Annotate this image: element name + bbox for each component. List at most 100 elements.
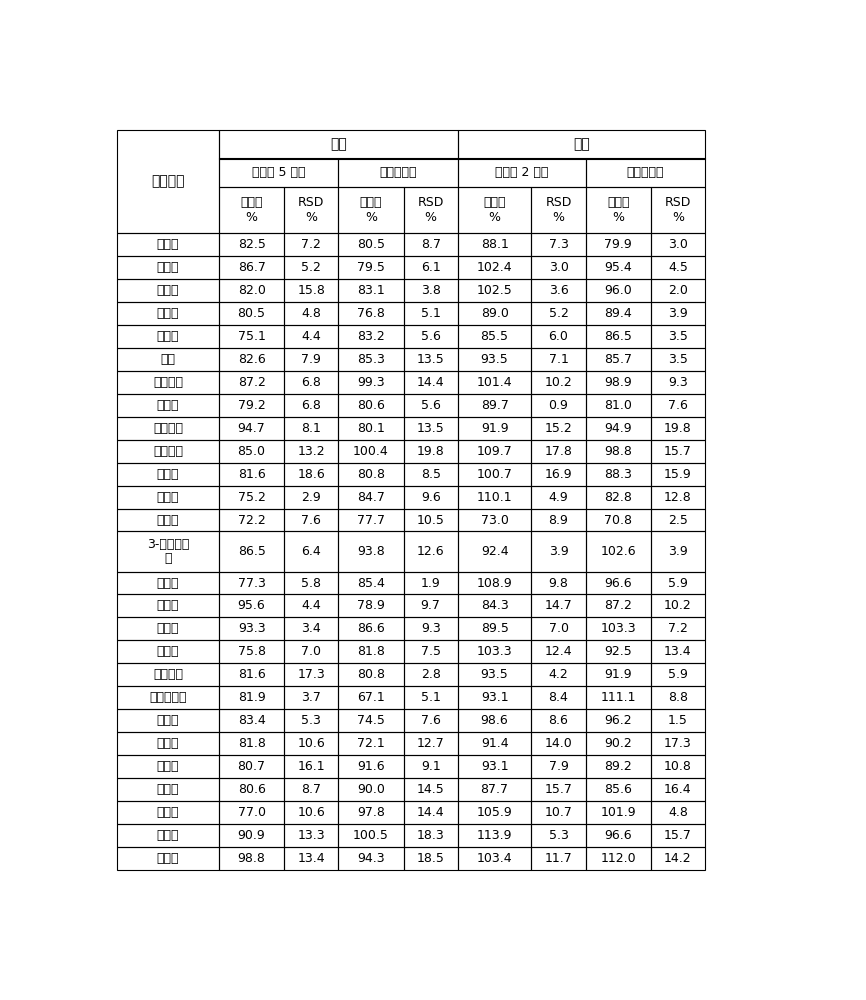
- Bar: [284, 732, 339, 755]
- Bar: [219, 594, 284, 617]
- Bar: [284, 686, 339, 709]
- Text: 10.6: 10.6: [297, 737, 325, 750]
- Text: 80.6: 80.6: [357, 399, 385, 412]
- Text: 15.7: 15.7: [664, 829, 692, 842]
- Text: 吧虫啊: 吧虫啊: [157, 399, 179, 412]
- Bar: [284, 302, 339, 325]
- Bar: [219, 158, 339, 187]
- Text: 109.7: 109.7: [476, 445, 513, 458]
- Bar: [650, 256, 705, 279]
- Bar: [650, 325, 705, 348]
- Text: 77.7: 77.7: [357, 514, 385, 527]
- Text: 103.4: 103.4: [477, 852, 513, 865]
- Bar: [585, 187, 650, 233]
- Bar: [284, 394, 339, 417]
- Bar: [532, 755, 585, 778]
- Text: 96.2: 96.2: [604, 714, 632, 727]
- Bar: [284, 709, 339, 732]
- Text: 回收率
%: 回收率 %: [359, 196, 382, 224]
- Bar: [339, 325, 404, 348]
- Text: 3.9: 3.9: [668, 545, 688, 558]
- Text: 灭幼脲: 灭幼脲: [157, 577, 179, 590]
- Text: 2.0: 2.0: [668, 284, 688, 297]
- Text: 3.9: 3.9: [668, 307, 688, 320]
- Text: 92.4: 92.4: [481, 545, 508, 558]
- Text: 5.1: 5.1: [421, 307, 441, 320]
- Bar: [117, 755, 219, 778]
- Text: 氯吧脲: 氯吧脲: [157, 737, 179, 750]
- Text: 103.3: 103.3: [477, 645, 513, 658]
- Text: 2.9: 2.9: [301, 491, 321, 504]
- Text: 83.2: 83.2: [357, 330, 385, 343]
- Text: 85.3: 85.3: [357, 353, 385, 366]
- Text: 8.7: 8.7: [301, 783, 321, 796]
- Text: 91.6: 91.6: [357, 760, 385, 773]
- Text: 0.9: 0.9: [548, 399, 568, 412]
- Text: 75.2: 75.2: [237, 491, 266, 504]
- Text: 90.2: 90.2: [604, 737, 632, 750]
- Text: 甲萍威: 甲萍威: [157, 284, 179, 297]
- Bar: [117, 663, 219, 686]
- Bar: [219, 709, 284, 732]
- Text: 14.4: 14.4: [417, 376, 444, 389]
- Bar: [458, 824, 532, 847]
- Text: 12.6: 12.6: [417, 545, 444, 558]
- Bar: [458, 847, 532, 870]
- Text: 12.4: 12.4: [545, 645, 572, 658]
- Text: 5.9: 5.9: [668, 668, 688, 681]
- Bar: [585, 732, 650, 755]
- Text: 15.2: 15.2: [545, 422, 572, 435]
- Text: 87.2: 87.2: [237, 376, 266, 389]
- Text: 17.3: 17.3: [297, 668, 325, 681]
- Text: 80.5: 80.5: [357, 238, 385, 251]
- Text: 威: 威: [165, 552, 171, 565]
- Text: RSD
%: RSD %: [417, 196, 444, 224]
- Text: 3.7: 3.7: [301, 691, 321, 704]
- Text: 83.1: 83.1: [357, 284, 385, 297]
- Text: 13.4: 13.4: [298, 852, 325, 865]
- Text: 8.9: 8.9: [548, 514, 568, 527]
- Bar: [284, 233, 339, 256]
- Bar: [585, 440, 650, 463]
- Text: 番茄: 番茄: [573, 137, 590, 151]
- Bar: [650, 847, 705, 870]
- Text: 12.7: 12.7: [417, 737, 444, 750]
- Bar: [339, 371, 404, 394]
- Text: 98.9: 98.9: [604, 376, 632, 389]
- Bar: [339, 663, 404, 686]
- Bar: [404, 801, 458, 824]
- Bar: [284, 531, 339, 572]
- Bar: [339, 617, 404, 640]
- Text: 8.8: 8.8: [668, 691, 688, 704]
- Text: 14.0: 14.0: [545, 737, 572, 750]
- Bar: [532, 486, 585, 509]
- Text: 15.7: 15.7: [664, 445, 692, 458]
- Bar: [339, 847, 404, 870]
- Bar: [650, 486, 705, 509]
- Text: 95.6: 95.6: [238, 599, 266, 612]
- Bar: [284, 778, 339, 801]
- Bar: [458, 279, 532, 302]
- Bar: [532, 572, 585, 594]
- Bar: [458, 640, 532, 663]
- Bar: [404, 824, 458, 847]
- Bar: [532, 509, 585, 531]
- Bar: [219, 233, 284, 256]
- Bar: [219, 486, 284, 509]
- Bar: [404, 847, 458, 870]
- Bar: [219, 509, 284, 531]
- Bar: [404, 256, 458, 279]
- Bar: [339, 302, 404, 325]
- Text: 倍硫灸: 倍硫灸: [157, 829, 179, 842]
- Bar: [284, 348, 339, 371]
- Bar: [339, 709, 404, 732]
- Bar: [284, 486, 339, 509]
- Text: 3.6: 3.6: [549, 284, 568, 297]
- Text: 10.2: 10.2: [664, 599, 692, 612]
- Bar: [284, 440, 339, 463]
- Bar: [117, 824, 219, 847]
- Text: 79.5: 79.5: [357, 261, 385, 274]
- Text: 81.8: 81.8: [357, 645, 385, 658]
- Text: 13.2: 13.2: [298, 445, 325, 458]
- Bar: [117, 572, 219, 594]
